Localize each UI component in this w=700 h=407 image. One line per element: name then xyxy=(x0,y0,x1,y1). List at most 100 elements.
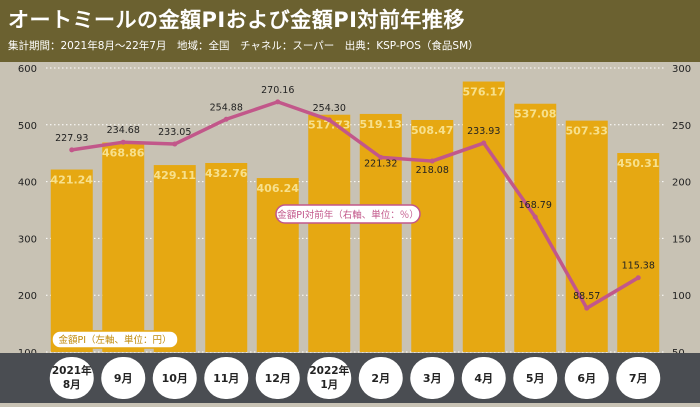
line-point xyxy=(326,117,332,123)
bar xyxy=(462,81,505,353)
line-point xyxy=(481,140,487,146)
bar-value-label: 537.08 xyxy=(514,108,556,121)
line-series-path xyxy=(71,100,640,310)
x-category-pill xyxy=(616,357,661,399)
bar xyxy=(153,165,196,352)
x-category-pill xyxy=(49,357,94,399)
x-tick-label: 9月 xyxy=(114,372,133,385)
line-value-label: 270.16 xyxy=(261,85,294,96)
x-category-pill xyxy=(513,357,558,399)
y-left-tick-label: 200 xyxy=(18,291,37,302)
bar xyxy=(256,178,299,352)
y-right-tick-label: 100 xyxy=(672,291,691,302)
bar-series xyxy=(50,81,660,353)
x-tick-label: 4月 xyxy=(474,372,493,385)
line-value-label: 233.93 xyxy=(467,126,500,137)
chart-subtitle: 集計期間：2021年8月～22年7月 地域：全国 チャネル：スーパー 出典：KS… xyxy=(8,40,479,52)
line-point xyxy=(120,139,126,145)
line-point xyxy=(223,116,229,122)
y-right-tick-label: 150 xyxy=(672,234,691,245)
x-tick-label: 3月 xyxy=(423,372,442,385)
line-series xyxy=(69,99,641,311)
y-right-tick-label: 200 xyxy=(672,178,691,189)
line-value-label: 233.05 xyxy=(158,127,191,138)
line-point xyxy=(429,158,435,164)
line-value-label: 218.08 xyxy=(416,165,449,176)
x-category-pill xyxy=(204,357,249,399)
legend-line-label: 金額PI対前年（右軸、単位：％） xyxy=(277,209,419,221)
y-right-tick-label: 250 xyxy=(672,121,691,132)
x-tick-label-line2: 8月 xyxy=(63,379,81,391)
legends: 金額PI対前年（右軸、単位：％） 金額PI（左軸、単位：円） xyxy=(51,204,421,349)
bar xyxy=(617,153,660,352)
x-tick-label: 7月 xyxy=(629,372,648,385)
x-category-pill xyxy=(410,357,455,399)
line-value-label: 88.57 xyxy=(573,291,600,302)
line-value-label: 221.32 xyxy=(364,158,397,169)
x-tick-label: 12月 xyxy=(265,372,291,385)
header-band: オートミールの金額PIおよび金額PI対前年推移 集計期間：2021年8月～22年… xyxy=(0,0,700,62)
y-right-tick-label: 300 xyxy=(672,64,691,75)
bar-value-label: 421.24 xyxy=(51,174,94,187)
y-left-tick-label: 300 xyxy=(18,234,37,245)
line-value-labels: 227.93 234.68 233.05 254.88 270.16 254.30 221.… xyxy=(55,85,655,302)
gridlines xyxy=(46,67,664,353)
y-left-tick-label: 400 xyxy=(18,178,37,189)
x-tick-label: 2月 xyxy=(371,372,390,385)
x-category-pill xyxy=(358,357,403,399)
x-category-pill xyxy=(101,357,146,399)
legend-bar-label: 金額PI（左軸、単位：円） xyxy=(58,334,171,346)
x-tick-label: 6月 xyxy=(577,372,596,385)
line-point xyxy=(69,147,75,153)
line-point xyxy=(275,99,281,105)
x-tick-label: 5月 xyxy=(526,372,545,385)
bar xyxy=(205,162,248,352)
line-value-label: 254.88 xyxy=(210,102,243,113)
x-tick-label-line1: 2022年 xyxy=(309,364,349,377)
x-category-pill xyxy=(307,357,352,399)
x-tick-label-line1: 2021年 xyxy=(52,364,92,377)
bar-value-label: 406.24 xyxy=(257,182,300,195)
bar xyxy=(308,114,351,352)
line-point xyxy=(378,154,384,160)
x-tick-label: 10月 xyxy=(162,372,188,385)
x-category-pill xyxy=(564,357,609,399)
legend-line: 金額PI対前年（右軸、単位：％） xyxy=(275,204,421,224)
x-tick-label: 11月 xyxy=(213,372,239,385)
line-point xyxy=(584,305,590,311)
line-value-label: 115.38 xyxy=(622,261,655,272)
line-value-label: 168.79 xyxy=(519,200,552,211)
bar xyxy=(565,120,608,352)
legend-bar-box xyxy=(51,330,179,349)
bar-value-label: 468.86 xyxy=(102,146,145,159)
bar xyxy=(102,142,145,352)
legend-line-box xyxy=(275,204,421,224)
x-axis-band: 2021年 8月 9月 10月 11月 12月 2022年 1月 2月 3月 4月 5月 6月 7月 xyxy=(0,353,700,403)
x-tick-label-line2: 1月 xyxy=(320,379,338,391)
bar-value-label: 576.17 xyxy=(463,86,505,99)
line-point xyxy=(635,275,641,281)
line-value-label: 234.68 xyxy=(107,125,140,136)
y-left-tick-label: 500 xyxy=(18,121,37,132)
bar-value-label: 429.11 xyxy=(154,169,196,182)
bar xyxy=(50,169,93,352)
bar-value-label: 519.13 xyxy=(360,118,402,131)
bar-value-label: 432.76 xyxy=(205,167,248,180)
line-point xyxy=(172,141,178,147)
legend-bar: 金額PI（左軸、単位：円） xyxy=(51,330,179,349)
bar-value-label: 507.33 xyxy=(566,125,608,138)
x-category-pill xyxy=(461,357,506,399)
bar-value-label: 508.47 xyxy=(411,124,453,137)
line-value-label: 227.93 xyxy=(55,133,88,144)
line-value-label: 254.30 xyxy=(313,103,346,114)
chart-title: オートミールの金額PIおよび金額PI対前年推移 xyxy=(8,8,465,32)
bar-value-label: 450.31 xyxy=(617,157,659,170)
line-point xyxy=(532,214,538,220)
x-category-pill xyxy=(152,357,197,399)
x-category-pill xyxy=(255,357,300,399)
bar xyxy=(359,113,402,352)
y-left-tick-label: 600 xyxy=(18,64,37,75)
